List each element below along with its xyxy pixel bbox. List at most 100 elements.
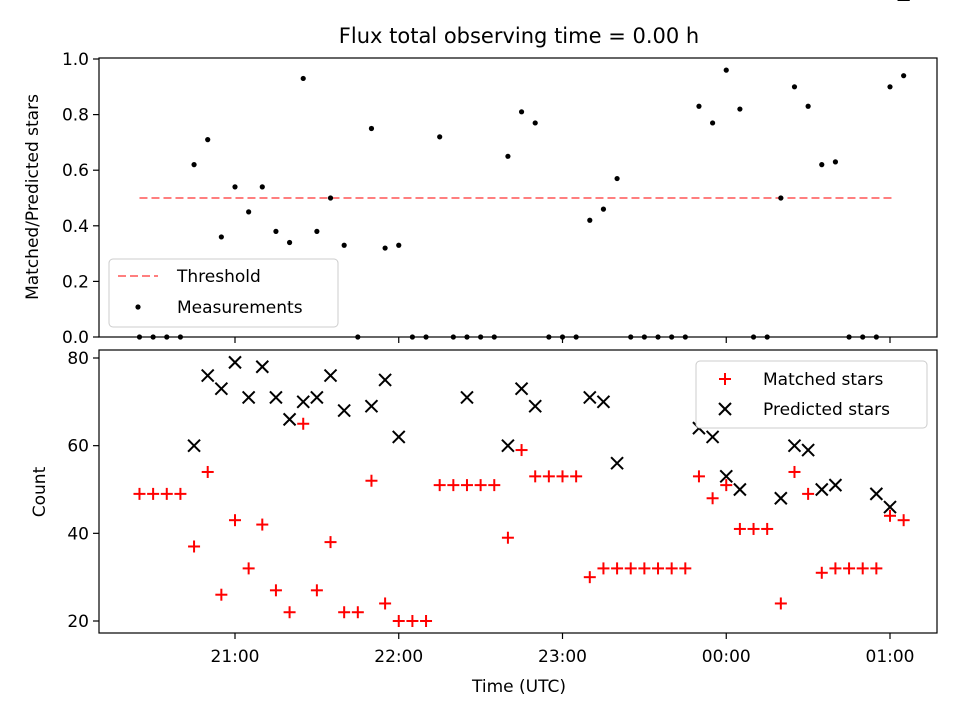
chart-title: Flux total observing time = 0.00 h <box>339 24 699 48</box>
predicted-star-point <box>815 482 829 497</box>
measurement-point <box>191 162 197 168</box>
matched-star-point <box>774 597 787 610</box>
bottom-y-tick-label: 20 <box>67 612 89 632</box>
measurement-point <box>423 334 429 340</box>
measurement-point <box>778 195 784 201</box>
measurement-point <box>491 334 497 340</box>
measurement-point <box>205 137 211 143</box>
matched-star-point <box>297 417 310 430</box>
matched-star-point <box>229 514 241 527</box>
measurement-point <box>177 334 184 340</box>
measurement-point <box>396 242 402 248</box>
matched-star-point <box>160 487 173 500</box>
matched-star-point <box>583 571 596 584</box>
measurement-point <box>669 334 675 340</box>
predicted-star-point <box>228 355 242 370</box>
predicted-star-point <box>514 381 529 396</box>
bottom-panel: 20 40 60 80 21:00 22:00 23:00 00:00 01:00 Count… <box>30 0 938 697</box>
top-y-tick-label: 0.8 <box>62 106 89 126</box>
predicted-star-point <box>774 491 788 505</box>
measurement-point <box>628 334 634 340</box>
matched-star-point <box>856 562 869 575</box>
matched-star-point <box>365 474 378 487</box>
matched-star-point <box>679 562 692 575</box>
predicted-star-point <box>214 381 229 396</box>
legend-measurements-swatch <box>135 304 141 310</box>
predicted-star-point <box>528 399 542 413</box>
x-tick-label: 22:00 <box>374 647 423 667</box>
measurement-point <box>791 84 798 90</box>
matched-star-point <box>242 562 255 575</box>
measurement-point <box>819 162 825 168</box>
x-tick-label: 23:00 <box>538 647 587 667</box>
top-y-tick-label: 0.2 <box>62 272 89 292</box>
matched-star-point <box>597 562 610 575</box>
measurement-point <box>368 125 375 132</box>
top-y-tick-label: 0.0 <box>62 328 89 348</box>
top-y-axis-label: Matched/Predicted stars <box>23 94 43 300</box>
measurement-point <box>478 334 484 340</box>
measurement-point <box>532 120 538 126</box>
matched-star-point <box>788 465 801 478</box>
top-y-tick-label: 0.4 <box>62 217 89 237</box>
predicted-star-point <box>787 438 802 453</box>
predicted-star-point <box>310 390 324 405</box>
measurement-point <box>710 120 716 126</box>
measurement-point <box>409 334 415 340</box>
measurement-points <box>136 67 907 340</box>
predicted-star-point <box>719 469 733 484</box>
bottom-y-tick-label: 40 <box>67 524 89 544</box>
matched-star-point <box>392 615 405 627</box>
measurement-point <box>218 234 224 240</box>
matched-star-point <box>515 444 528 457</box>
measurement-point <box>805 103 811 109</box>
matched-star-point <box>706 492 719 505</box>
measurement-point <box>355 334 361 340</box>
matched-star-point <box>638 562 651 575</box>
matched-star-point <box>147 487 160 500</box>
matched-star-point <box>665 562 678 575</box>
matched-star-point <box>133 487 146 500</box>
x-tick-label: 01:00 <box>866 647 915 667</box>
bottom-legend: Matched stars Predicted stars <box>695 360 928 429</box>
measurement-point <box>641 334 647 340</box>
measurement-point <box>764 334 770 340</box>
legend-threshold-label: Threshold <box>176 267 261 287</box>
bottom-y-axis: 20 40 60 80 <box>67 349 99 632</box>
measurement-point <box>846 334 852 340</box>
predicted-star-point <box>596 395 611 409</box>
measurement-point <box>518 109 525 115</box>
bottom-x-axis: 21:00 22:00 23:00 00:00 01:00 <box>211 633 915 667</box>
matched-star-point <box>351 606 364 619</box>
predicted-star-point <box>883 500 897 514</box>
legend-predicted-swatch <box>718 402 732 416</box>
top-legend-box <box>108 258 339 328</box>
measurement-point <box>505 153 511 159</box>
measurement-point <box>860 334 866 340</box>
matched-star-point <box>870 562 883 575</box>
measurement-point <box>737 106 743 112</box>
measurement-point <box>750 334 757 340</box>
measurement-point <box>600 206 607 212</box>
predicted-star-point <box>337 403 351 418</box>
top-y-tick-label: 0.6 <box>62 161 89 181</box>
matched-star-point <box>474 479 487 492</box>
matched-star-point <box>624 562 637 575</box>
measurement-point <box>696 103 702 109</box>
top-legend: Threshold Measurements <box>108 258 339 328</box>
matched-star-point <box>692 470 705 483</box>
predicted-star-point <box>187 438 201 453</box>
matched-star-point <box>433 479 446 492</box>
legend-measurements-label: Measurements <box>177 298 303 318</box>
predicted-star-point <box>869 487 884 501</box>
matched-star-point <box>815 566 828 579</box>
matched-star-point <box>529 470 542 483</box>
matched-star-point <box>897 514 910 527</box>
measurement-point <box>382 245 388 251</box>
measurement-point <box>832 159 839 165</box>
measurement-point <box>723 67 729 73</box>
predicted-star-point <box>610 456 624 470</box>
matched-star-point <box>338 606 351 619</box>
matched-star-point <box>570 470 583 483</box>
matched-star-point <box>174 487 187 500</box>
